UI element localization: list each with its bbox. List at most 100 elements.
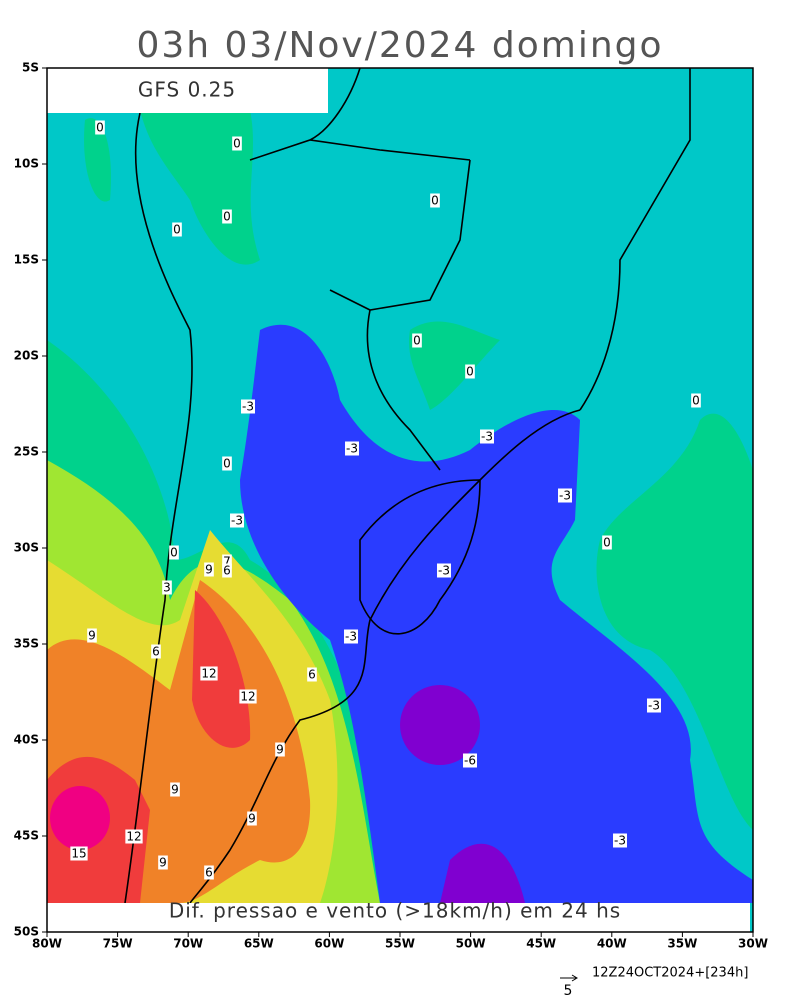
lat-label: 15S [14, 253, 39, 267]
lat-label: 30S [14, 541, 39, 555]
lon-label: 30W [738, 937, 768, 951]
lon-label: 65W [244, 937, 274, 951]
contour-label-box [172, 222, 182, 237]
contour-label-box [222, 209, 232, 224]
lon-label: 70W [173, 937, 203, 951]
contour-label: -3 [242, 400, 254, 414]
field-red [192, 590, 251, 748]
contour-label: 0 [692, 394, 700, 408]
contour-label: 0 [223, 210, 231, 224]
field-blue [240, 324, 753, 904]
contour-label: 6 [223, 564, 231, 578]
lon-label: 60W [314, 937, 344, 951]
contour-label: 7 [223, 555, 231, 569]
lon-label: 50W [456, 937, 486, 951]
contour-label-box [151, 644, 161, 659]
contour-label: 3 [163, 581, 171, 595]
contour-label-box [70, 846, 88, 861]
contour-label: 6 [308, 668, 316, 682]
contour-label: 12 [126, 830, 141, 844]
contour-label-box [158, 855, 168, 870]
country-border [249, 67, 691, 471]
lon-label: 75W [103, 937, 133, 951]
contour-label: 9 [248, 812, 256, 826]
vector-scale-arrowhead [571, 974, 578, 982]
contour-label-box [95, 120, 105, 135]
contour-label-box [200, 666, 218, 681]
contour-labels: 0 0 0 0 0 0 0 0 -3 -3 -3 0 -3 -3 0 0 9 7… [70, 120, 701, 880]
contour-label: 0 [466, 365, 474, 379]
contour-label: 9 [171, 783, 179, 797]
contour-label-box [222, 563, 232, 578]
contour-label: 9 [159, 856, 167, 870]
lon-label: 35W [667, 937, 697, 951]
lon-label: 80W [32, 937, 62, 951]
contour-label: 0 [233, 137, 241, 151]
contour-label-box [345, 441, 359, 456]
model-label: GFS 0.25 [138, 78, 236, 102]
contour-label-box [241, 399, 255, 414]
lat-label: 45S [14, 829, 39, 843]
contour-label-box [170, 782, 180, 797]
label-box [47, 68, 328, 113]
map-field [47, 67, 753, 932]
contour-label-box [430, 193, 440, 208]
lat-label: 25S [14, 445, 39, 459]
lat-label: 20S [14, 349, 39, 363]
field-green [409, 321, 500, 410]
contour-label-box [87, 628, 97, 643]
field-green [596, 413, 753, 830]
contour-label: -3 [231, 514, 243, 528]
contour-label-box [691, 393, 701, 408]
contour-label: -3 [614, 834, 626, 848]
contour-label-box [558, 488, 572, 503]
contour-label: -3 [346, 442, 358, 456]
run-label: 12Z24OCT2024+[234h] [592, 966, 748, 981]
contour-label-box [247, 811, 257, 826]
contour-label-box [480, 429, 494, 444]
contour-label: 0 [96, 121, 104, 135]
caption-box [47, 903, 750, 932]
contour-label-box [204, 865, 214, 880]
contour-label: 15 [71, 847, 86, 861]
field-green [84, 118, 111, 202]
contour-label: 12 [240, 690, 255, 704]
lat-label: 50S [14, 925, 39, 939]
lon-label: 40W [597, 937, 627, 951]
contour-label-box [232, 136, 242, 151]
lat-label: 10S [14, 157, 39, 171]
contour-label: -3 [481, 430, 493, 444]
contour-label-box [204, 562, 214, 577]
contour-label-box [275, 742, 285, 757]
field-green [140, 110, 260, 265]
field-purple [400, 685, 480, 765]
contour-label: 9 [88, 629, 96, 643]
field-purple [440, 843, 525, 903]
contour-label-box [222, 554, 232, 569]
contour-label: 0 [173, 223, 181, 237]
contour-label-box [230, 513, 244, 528]
contour-label-box [602, 535, 612, 550]
contour-label-box [239, 689, 257, 704]
contour-label: 0 [170, 546, 178, 560]
contour-label-box [465, 364, 475, 379]
contour-label-box [162, 580, 172, 595]
contour-label: 0 [431, 194, 439, 208]
field-magenta [50, 786, 110, 850]
contour-label: -3 [438, 564, 450, 578]
contour-label: -3 [648, 699, 660, 713]
lon-label: 55W [385, 937, 415, 951]
contour-label: -6 [464, 754, 476, 768]
contour-label-box [222, 456, 232, 471]
contour-label-box [344, 629, 358, 644]
contour-label: 0 [413, 334, 421, 348]
lat-label: 35S [14, 637, 39, 651]
coastline [189, 409, 581, 904]
contour-label: -3 [345, 630, 357, 644]
lon-label: 45W [526, 937, 556, 951]
caption: Dif. pressao e vento (>18km/h) em 24 hs [169, 899, 621, 923]
contour-label-box [647, 698, 661, 713]
contour-label-box [412, 333, 422, 348]
coastline [124, 112, 193, 904]
